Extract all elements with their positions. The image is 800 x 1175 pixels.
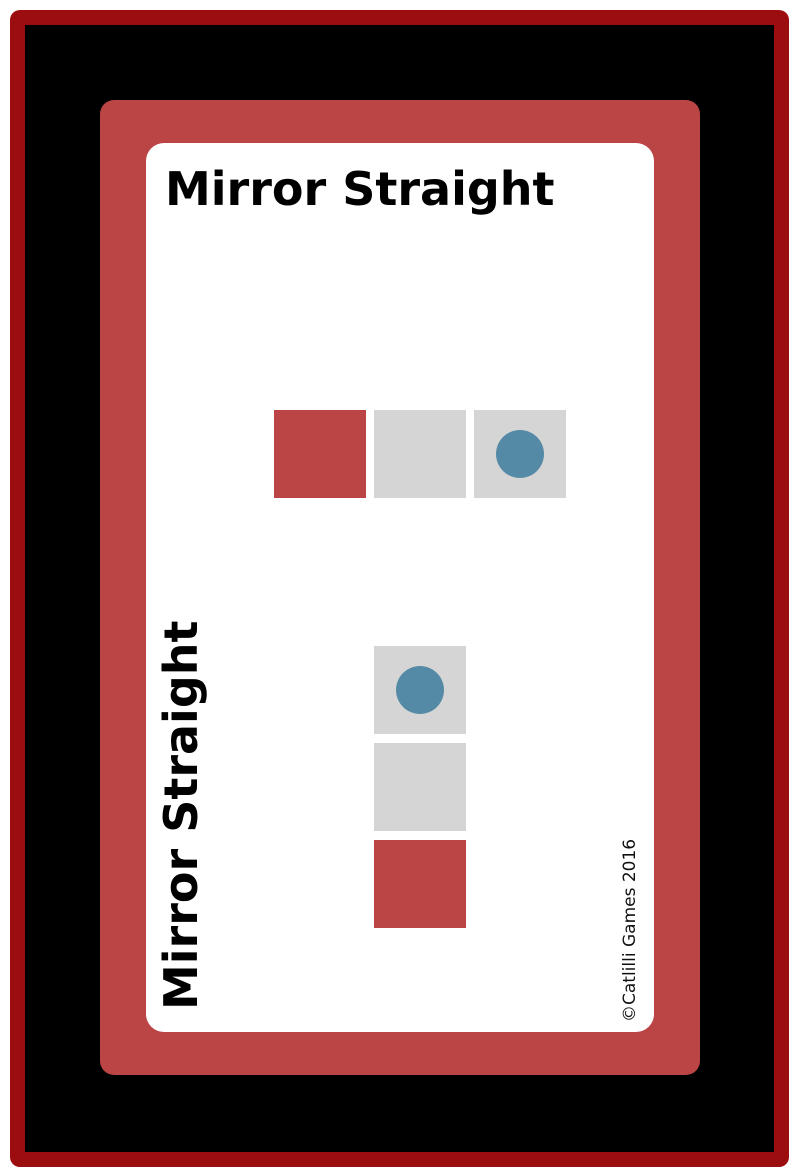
card-title-rotated: Mirror Straight xyxy=(154,620,208,1011)
piece-icon xyxy=(396,666,444,714)
start-tile xyxy=(274,410,366,498)
copyright-text: ©Catlilli Games 2016 xyxy=(620,838,640,1022)
empty-tile xyxy=(474,410,566,498)
card-title: Mirror Straight xyxy=(165,162,555,216)
empty-tile xyxy=(374,646,466,734)
piece-icon xyxy=(496,430,544,478)
start-tile xyxy=(374,840,466,928)
empty-tile xyxy=(374,410,466,498)
empty-tile xyxy=(374,743,466,831)
